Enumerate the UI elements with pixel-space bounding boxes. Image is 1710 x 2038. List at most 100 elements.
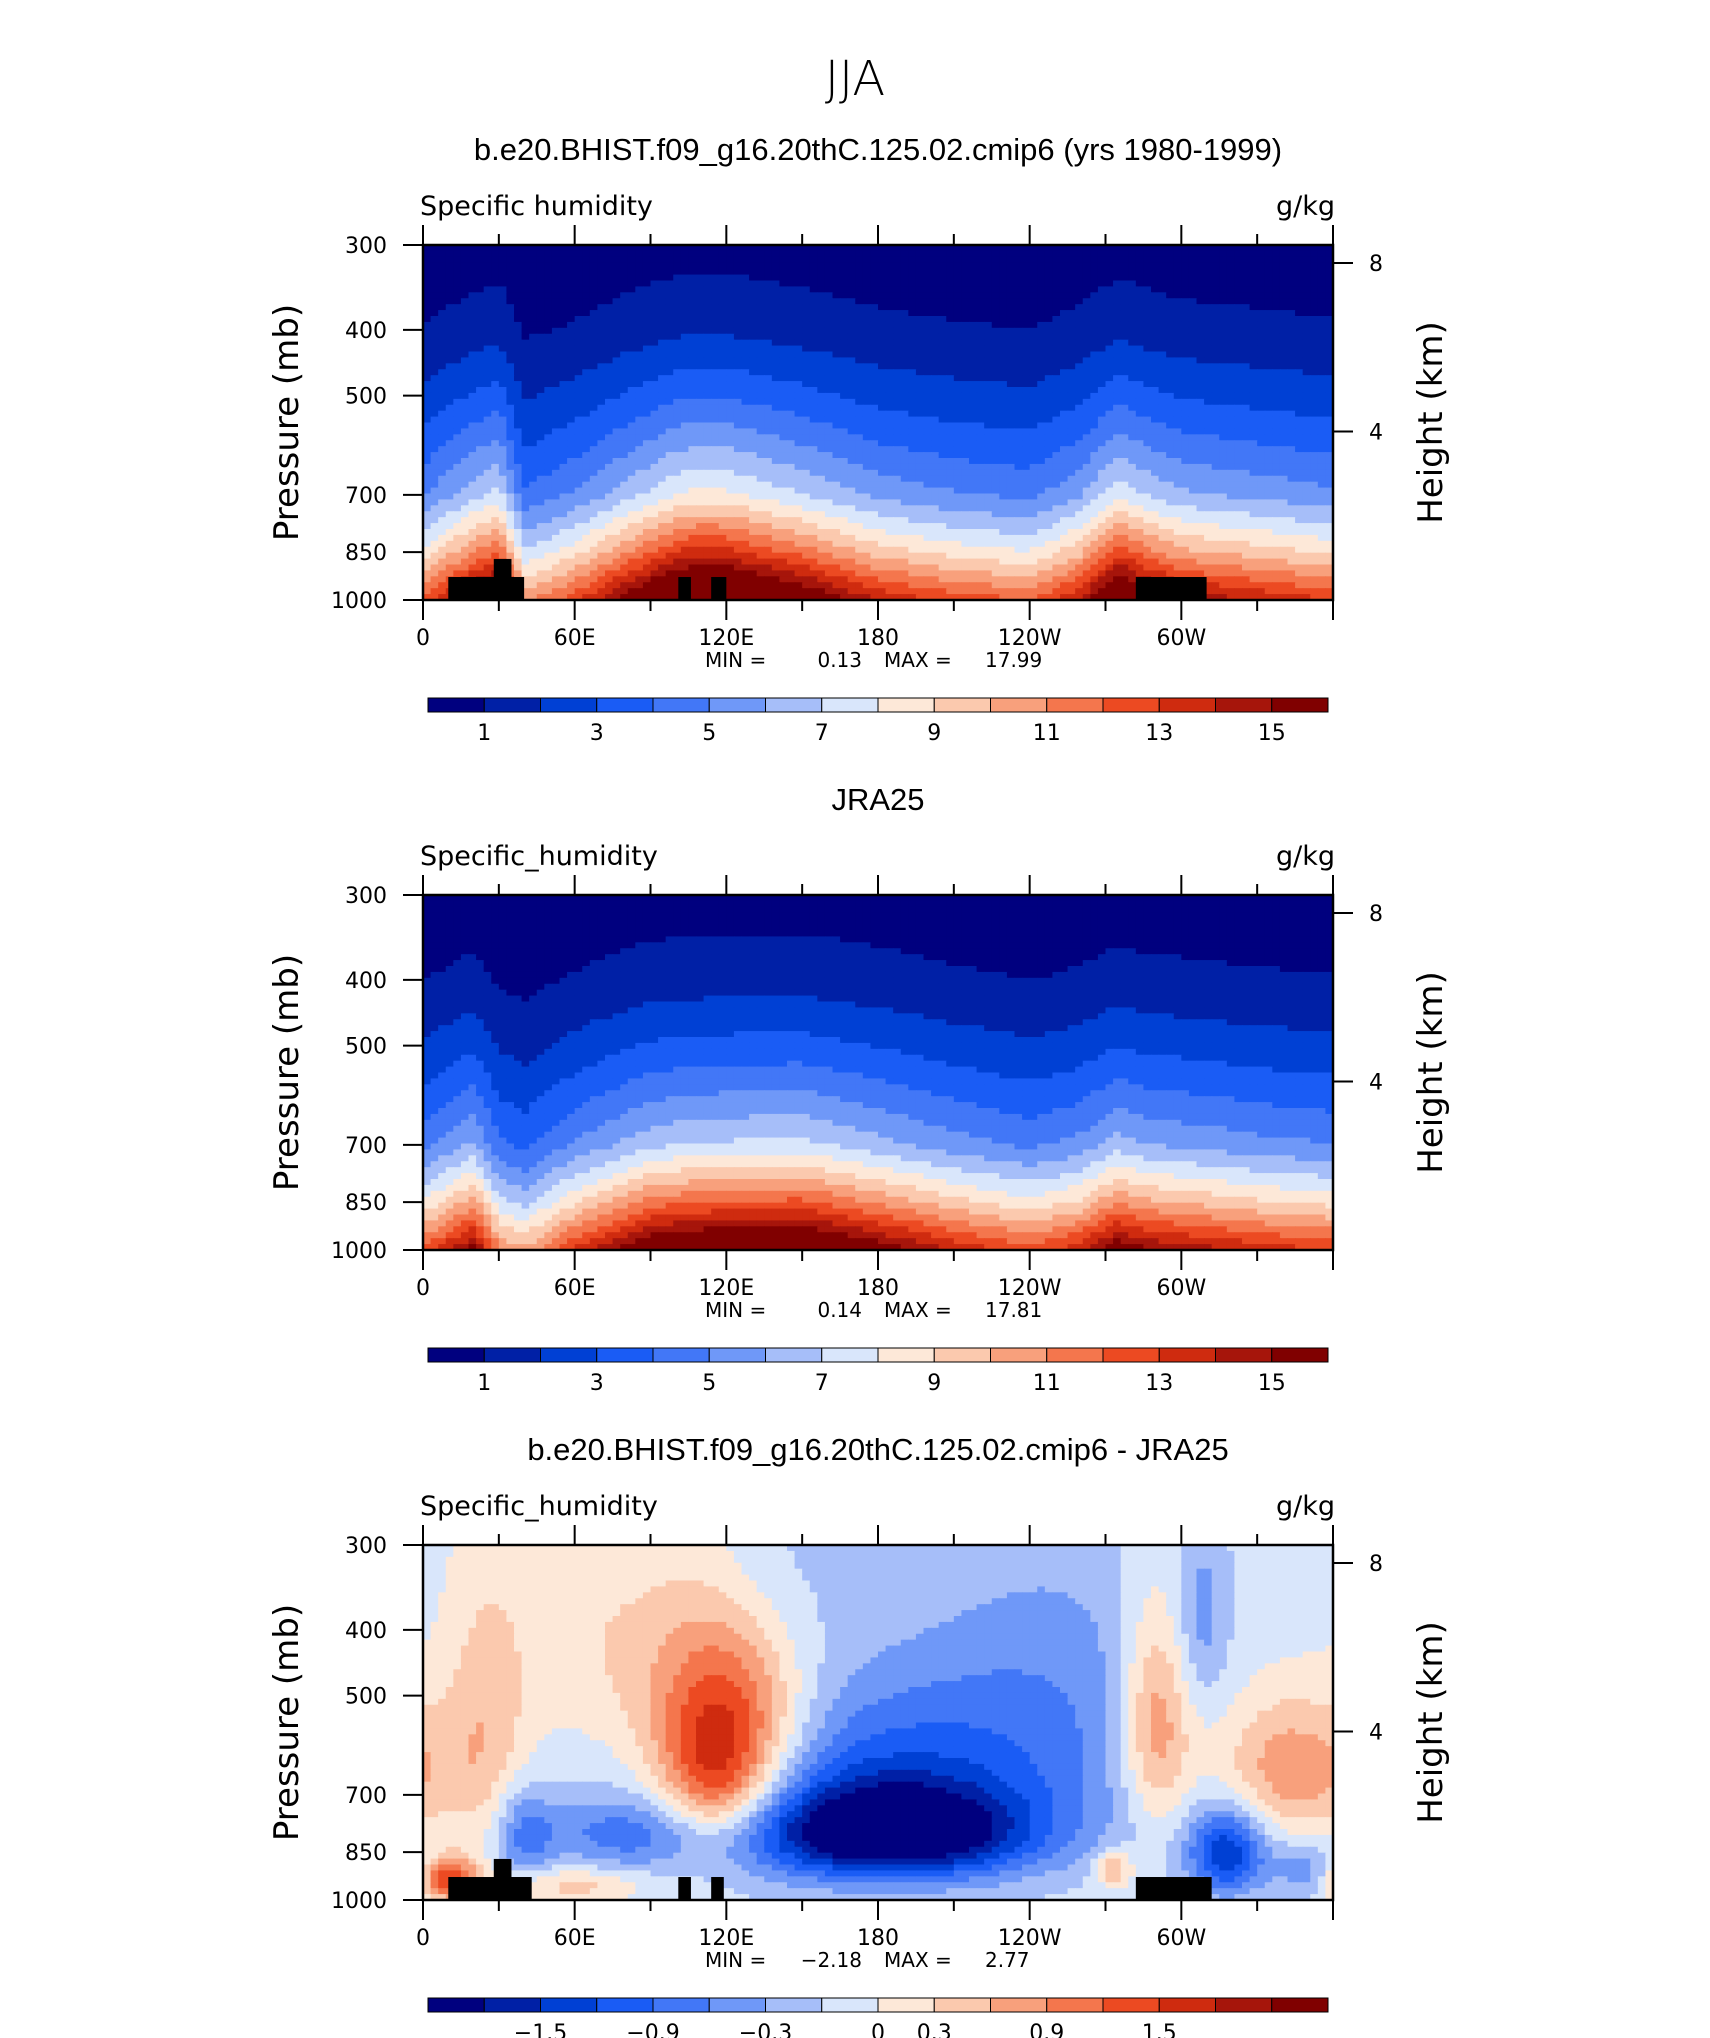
heatmap-cell [726, 269, 734, 276]
heatmap-cell [840, 446, 848, 453]
heatmap-cell [605, 310, 613, 317]
heatmap-cell [1234, 275, 1242, 282]
heatmap-cell [658, 423, 666, 430]
heatmap-cell [651, 310, 659, 317]
heatmap-cell [1204, 387, 1212, 394]
heatmap-cell [461, 393, 469, 400]
heatmap-cell [848, 316, 856, 323]
heatmap-cell [946, 281, 954, 288]
heatmap-cell [1219, 470, 1227, 477]
heatmap-cell [696, 304, 704, 311]
heatmap-cell [552, 417, 560, 424]
heatmap-cell [1045, 357, 1053, 364]
heatmap-cell [613, 328, 621, 335]
heatmap-cell [946, 286, 954, 293]
heatmap-cell [1204, 269, 1212, 276]
heatmap-cell [734, 310, 742, 317]
heatmap-cell [916, 405, 924, 412]
heatmap-cell [939, 393, 947, 400]
heatmap-cell [582, 440, 590, 447]
heatmap-cell [1143, 381, 1151, 388]
heatmap-cell [1015, 328, 1023, 335]
heatmap-cell [1052, 393, 1060, 400]
heatmap-cell [469, 286, 477, 293]
heatmap-cell [1015, 346, 1023, 353]
heatmap-cell [954, 292, 962, 299]
heatmap-cell [673, 292, 681, 299]
heatmap-cell [855, 340, 863, 347]
heatmap-cell [1037, 275, 1045, 282]
heatmap-cell [1295, 405, 1303, 412]
heatmap-cell [476, 310, 484, 317]
heatmap-cell [772, 334, 780, 341]
heatmap-cell [1060, 428, 1068, 435]
heatmap-cell [1128, 476, 1136, 483]
heatmap-cell [552, 357, 560, 364]
heatmap-cell [688, 446, 696, 453]
heatmap-cell [711, 399, 719, 406]
heatmap-cell [1166, 257, 1174, 264]
heatmap-cell [1242, 440, 1250, 447]
heatmap-cell [1242, 352, 1250, 359]
heatmap-cell [1219, 251, 1227, 258]
heatmap-cell [431, 399, 439, 406]
heatmap-cell [582, 434, 590, 441]
heatmap-cell [810, 263, 818, 270]
heatmap-cell [779, 363, 787, 370]
heatmap-cell [1212, 405, 1220, 412]
heatmap-cell [1250, 411, 1258, 418]
heatmap-cell [878, 470, 886, 477]
heatmap-cell [939, 275, 947, 282]
heatmap-cell [984, 446, 992, 453]
heatmap-cell [817, 357, 825, 364]
heatmap-cell [802, 411, 810, 418]
heatmap-cell [901, 257, 909, 264]
heatmap-cell [977, 298, 985, 305]
heatmap-cell [544, 411, 552, 418]
heatmap-cell [1234, 316, 1242, 323]
heatmap-cell [1075, 369, 1083, 376]
heatmap-cell [810, 340, 818, 347]
heatmap-cell [1030, 417, 1038, 424]
heatmap-cell [514, 328, 522, 335]
heatmap-cell [1310, 446, 1318, 453]
heatmap-cell [924, 357, 932, 364]
heatmap-cell [954, 387, 962, 394]
heatmap-cell [605, 470, 613, 477]
heatmap-cell [704, 411, 712, 418]
heatmap-cell [658, 304, 666, 311]
heatmap-cell [1181, 440, 1189, 447]
heatmap-cell [673, 393, 681, 400]
heatmap-cell [1197, 411, 1205, 418]
heatmap-cell [870, 316, 878, 323]
heatmap-cell [1083, 452, 1091, 459]
heatmap-cell [453, 476, 461, 483]
heatmap-cell [931, 298, 939, 305]
heatmap-cell [1166, 269, 1174, 276]
heatmap-cell [893, 310, 901, 317]
heatmap-cell [1227, 458, 1235, 465]
heatmap-cell [1242, 393, 1250, 400]
heatmap-cell [1007, 482, 1015, 489]
heatmap-cell [825, 310, 833, 317]
heatmap-cell [787, 352, 795, 359]
heatmap-cell [992, 346, 1000, 353]
heatmap-cell [886, 446, 894, 453]
heatmap-cell [1022, 369, 1030, 376]
heatmap-cell [992, 257, 1000, 264]
heatmap-cell [711, 387, 719, 394]
heatmap-cell [742, 281, 750, 288]
heatmap-cell [757, 482, 765, 489]
heatmap-cell [863, 257, 871, 264]
heatmap-cell [461, 446, 469, 453]
heatmap-cell [1242, 269, 1250, 276]
heatmap-cell [810, 298, 818, 305]
heatmap-cell [643, 375, 651, 382]
heatmap-cell [886, 251, 894, 258]
heatmap-cell [552, 381, 560, 388]
heatmap-cell [1136, 357, 1144, 364]
heatmap-cell [810, 417, 818, 424]
heatmap-cell [1030, 275, 1038, 282]
heatmap-cell [643, 298, 651, 305]
heatmap-cell [522, 411, 530, 418]
